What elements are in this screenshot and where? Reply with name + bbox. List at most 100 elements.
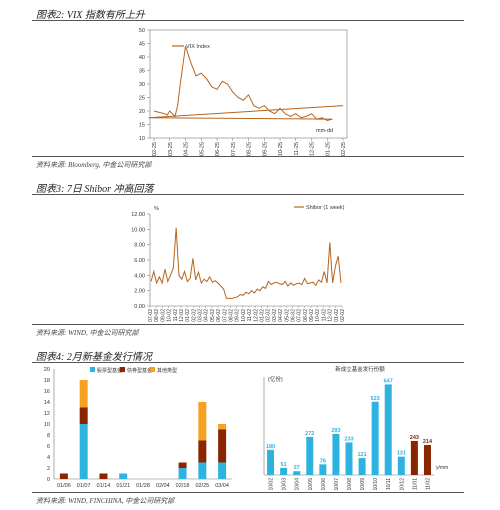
- bar: [280, 467, 288, 475]
- x-tick-label: 12-02: [328, 309, 334, 322]
- y-tick-label: 12.00: [131, 212, 145, 218]
- y-tick-label: 0.00: [134, 304, 145, 310]
- legend-swatch: [120, 367, 125, 372]
- x-tick-label: 08-02: [229, 309, 235, 322]
- x-tick-label: 08-02: [303, 309, 309, 322]
- data-label: 27: [294, 465, 300, 471]
- figure4-title: 图表4: 2月新基金发行情况: [36, 352, 152, 363]
- y-tick-label: 14: [44, 400, 50, 406]
- y-tick-label: 15: [139, 123, 145, 129]
- x-tick-label: 06-02: [290, 309, 296, 322]
- bar: [319, 464, 327, 475]
- x-tick-label: 10/10: [373, 478, 379, 491]
- x-tick-label: 09-25: [262, 142, 268, 156]
- data-label: 233: [344, 436, 353, 442]
- x-tick-label: 11-02: [321, 309, 327, 322]
- x-tick-label: 11/01: [412, 478, 418, 490]
- legend-label: 其他类型: [157, 367, 177, 374]
- bar-segment: [178, 468, 187, 479]
- bar: [397, 456, 405, 475]
- shibor-line: [150, 227, 342, 299]
- data-label: 243: [410, 435, 419, 441]
- x-tick-label: 02/18: [176, 483, 190, 489]
- x-tick-label: 02-02: [266, 309, 272, 322]
- x-tick-label: 02/25: [195, 483, 209, 489]
- x-tick-label: 02-25: [152, 142, 158, 156]
- bar-segment: [218, 424, 227, 430]
- x-tick-label: 12-02: [179, 309, 185, 322]
- bar-segment: [79, 407, 88, 424]
- x-tick-label: 08-25: [247, 142, 253, 156]
- x-tick-label: 05-02: [284, 309, 290, 322]
- legend-label: 股票型基金: [97, 367, 122, 374]
- data-label: 272: [305, 431, 314, 437]
- legend-label-shibor: Shibor (1 week): [306, 205, 345, 211]
- bar-segment: [79, 380, 88, 408]
- x-unit-label: y/mm: [436, 465, 448, 471]
- bar-segment: [198, 402, 207, 441]
- figure3-top-rule: [32, 194, 464, 195]
- bar-segment: [79, 424, 88, 479]
- y-tick-label: 4: [47, 455, 50, 461]
- legend-swatch: [90, 367, 95, 372]
- x-tick-label: 05-25: [199, 142, 205, 156]
- x-tick-label: 08-02: [154, 309, 160, 322]
- x-tick-label: 01/06: [57, 483, 71, 489]
- x-tick-label: 04-02: [278, 309, 284, 322]
- bar: [267, 449, 275, 475]
- x-tick-label: 10/09: [360, 478, 366, 491]
- x-tick-label: 10/04: [295, 478, 301, 491]
- figure2-top-rule: [32, 20, 464, 21]
- x-tick-label: 01/21: [116, 483, 130, 489]
- x-tick-label: 12-02: [253, 309, 259, 322]
- x-tick-label: 11-02: [173, 309, 179, 322]
- x-tick-label: 07-02: [148, 309, 154, 322]
- bar-segment: [198, 440, 207, 463]
- x-tick-label: 10-25: [278, 142, 284, 156]
- y-tick-label: 0: [47, 477, 50, 483]
- y-tick-label: 40: [139, 55, 145, 61]
- x-tick-label: 01-25: [325, 142, 331, 156]
- bar-segment: [218, 429, 227, 463]
- bar-segment: [99, 473, 108, 479]
- x-tick-label: 02/04: [156, 483, 170, 489]
- data-label: 51: [281, 462, 287, 468]
- data-label: 523: [371, 396, 380, 402]
- x-tick-label: 10/02: [269, 478, 275, 491]
- x-tick-label: 09-02: [160, 309, 166, 322]
- y-tick-label: 30: [139, 82, 145, 88]
- bar-segment: [119, 473, 128, 479]
- data-label: 76: [320, 458, 326, 464]
- y-tick-label: 12: [44, 411, 50, 417]
- bar: [293, 471, 301, 475]
- y-tick-label: 6: [47, 444, 50, 450]
- y-unit-label: %: [154, 206, 159, 212]
- figure3-source: 资料来源: WIND, 中金公司研究部: [36, 329, 139, 337]
- y-tick-label: 8.00: [134, 243, 145, 249]
- data-label: 647: [384, 378, 393, 384]
- x-tick-label: 03-25: [168, 142, 174, 156]
- bar: [358, 458, 366, 475]
- x-tick-label: 09-02: [309, 309, 315, 322]
- x-tick-label: 02-02: [340, 309, 346, 322]
- data-label: 293: [331, 428, 340, 434]
- x-tick-label: 06-25: [215, 142, 221, 156]
- figure4-bottom-rule: [32, 492, 464, 493]
- x-tick-label: 03-02: [272, 309, 278, 322]
- y-tick-label: 45: [139, 42, 145, 48]
- legend-label: 债券型基金: [127, 367, 152, 374]
- x-tick-label: 01-02: [334, 309, 340, 322]
- bar-segment: [218, 462, 227, 479]
- x-tick-label: 01-02: [259, 309, 265, 322]
- y-tick-label: 16: [44, 389, 50, 395]
- figure2-source: 资料来源: Bloomberg, 中金公司研究部: [36, 161, 152, 169]
- vix-chart: 10 15 20 25 30 35 40 45 50 02-25 03-25 04-25 05-25 06…: [139, 28, 348, 156]
- y-tick-label: 25: [139, 96, 145, 102]
- y-tick-label: 2.00: [134, 289, 145, 295]
- y-tick-label: 10: [44, 422, 50, 428]
- x-tick-label: 10/07: [334, 478, 340, 491]
- bar: [384, 384, 392, 475]
- x-tick-label: 10/03: [282, 478, 288, 491]
- x-tick-label: 04-25: [184, 142, 190, 156]
- figure3-bottom-rule: [32, 324, 464, 325]
